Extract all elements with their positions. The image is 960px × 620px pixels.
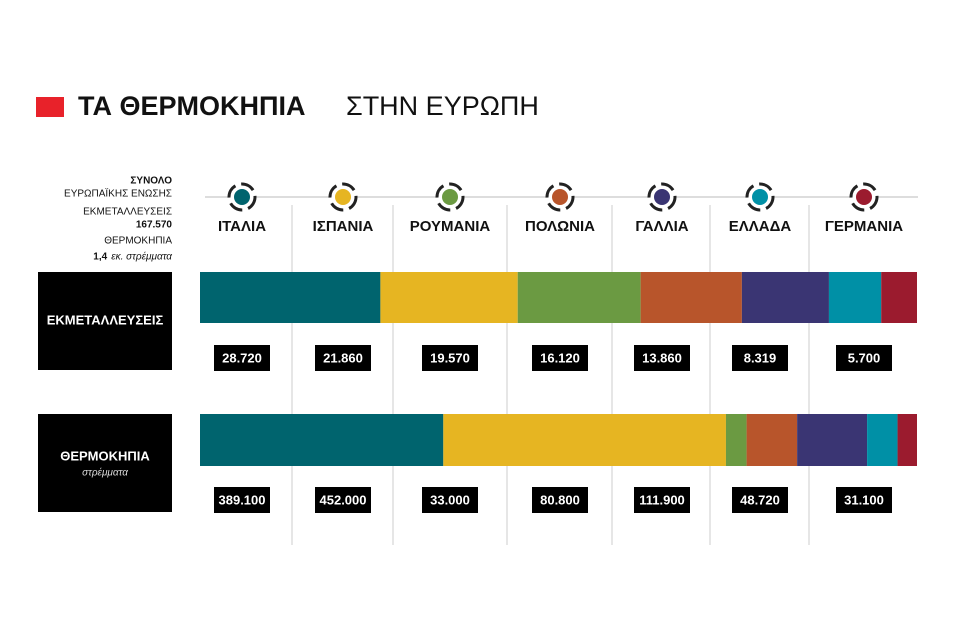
country-icon (752, 189, 768, 205)
value-label-box (836, 487, 892, 513)
value-label: 31.100 (844, 492, 884, 507)
bar-segment (741, 272, 829, 323)
bar-segment (746, 414, 798, 466)
bar-segment (881, 272, 917, 323)
value-label-box (836, 345, 892, 371)
value-label-box (732, 345, 788, 371)
chart-subtitle: ΣΤΗΝ ΕΥΡΩΠΗ (346, 91, 539, 121)
value-label-box (634, 487, 690, 513)
bar-segment (517, 272, 641, 323)
value-label: 13.860 (642, 350, 682, 365)
legend-label: ΓΕΡΜΑΝΙΑ (825, 218, 903, 235)
country-icon (335, 189, 351, 205)
totals-value: 167.570 (136, 220, 173, 231)
row-label: ΕΚΜΕΤΑΛΛΕΥΣΕΙΣ (47, 312, 164, 327)
value-label-box (315, 345, 371, 371)
value-label-box (422, 487, 478, 513)
value-label-box (732, 487, 788, 513)
bar-segment (200, 272, 381, 323)
totals-subheading: ΕΥΡΩΠΑΪΚΗΣ ΕΝΩΣΗΣ (64, 188, 172, 200)
country-icon (856, 189, 872, 205)
value-label: 19.570 (430, 350, 470, 365)
value-label: 452.000 (320, 492, 367, 507)
country-icon (654, 189, 670, 205)
value-label-box (214, 345, 270, 371)
bar-segment (200, 414, 444, 466)
legend-label: ΕΛΛΑΔΑ (729, 218, 792, 235)
totals-value: 1,4 (93, 252, 107, 263)
value-label: 28.720 (222, 350, 262, 365)
bar-segment (797, 414, 868, 466)
bar-segment (380, 272, 518, 323)
country-icon (552, 189, 568, 205)
legend-label: ΙΤΑΛΙΑ (218, 218, 266, 235)
row-unit: στρέμματα (82, 467, 128, 479)
totals-heading: ΣΥΝΟΛΟ (130, 176, 172, 187)
value-label: 111.900 (639, 492, 685, 507)
row-label-box (38, 272, 172, 370)
row-label: ΘΕΡΜΟΚΗΠΙΑ (60, 448, 150, 463)
chart-title: ΤΑ ΘΕΡΜΟΚΗΠΙΑ (78, 91, 306, 121)
bar-segment (828, 272, 882, 323)
value-label: 48.720 (740, 492, 780, 507)
legend-label: ΓΑΛΛΙΑ (635, 218, 688, 235)
value-label-box (315, 487, 371, 513)
legend-label: ΡΟΥΜΑΝΙΑ (410, 218, 491, 235)
value-label-box (214, 487, 270, 513)
value-label: 21.860 (323, 350, 363, 365)
legend-label: ΠΟΛΩΝΙΑ (525, 218, 595, 235)
country-icon (442, 189, 458, 205)
value-label-box (532, 487, 588, 513)
value-label-box (422, 345, 478, 371)
bar-segment (897, 414, 917, 466)
legend-label: ΙΣΠΑΝΙΑ (313, 218, 374, 235)
value-label-box (532, 345, 588, 371)
totals-item-name: ΘΕΡΜΟΚΗΠΙΑ (104, 236, 172, 247)
value-label: 33.000 (430, 492, 470, 507)
value-label-box (634, 345, 690, 371)
value-label: 8.319 (744, 350, 777, 365)
value-label: 80.800 (540, 492, 580, 507)
value-label: 389.100 (219, 492, 266, 507)
value-label: 16.120 (540, 350, 580, 365)
bar-segment (725, 414, 747, 466)
bar-segment (443, 414, 726, 466)
country-icon (234, 189, 250, 205)
bar-segment (640, 272, 742, 323)
title-marker (36, 97, 64, 117)
bar-segment (867, 414, 898, 466)
value-label: 5.700 (848, 350, 881, 365)
row-label-box (38, 414, 172, 512)
totals-unit: εκ. στρέμματα (111, 251, 172, 263)
totals-item-name: ΕΚΜΕΤΑΛΛΕΥΣΕΙΣ (83, 207, 172, 218)
